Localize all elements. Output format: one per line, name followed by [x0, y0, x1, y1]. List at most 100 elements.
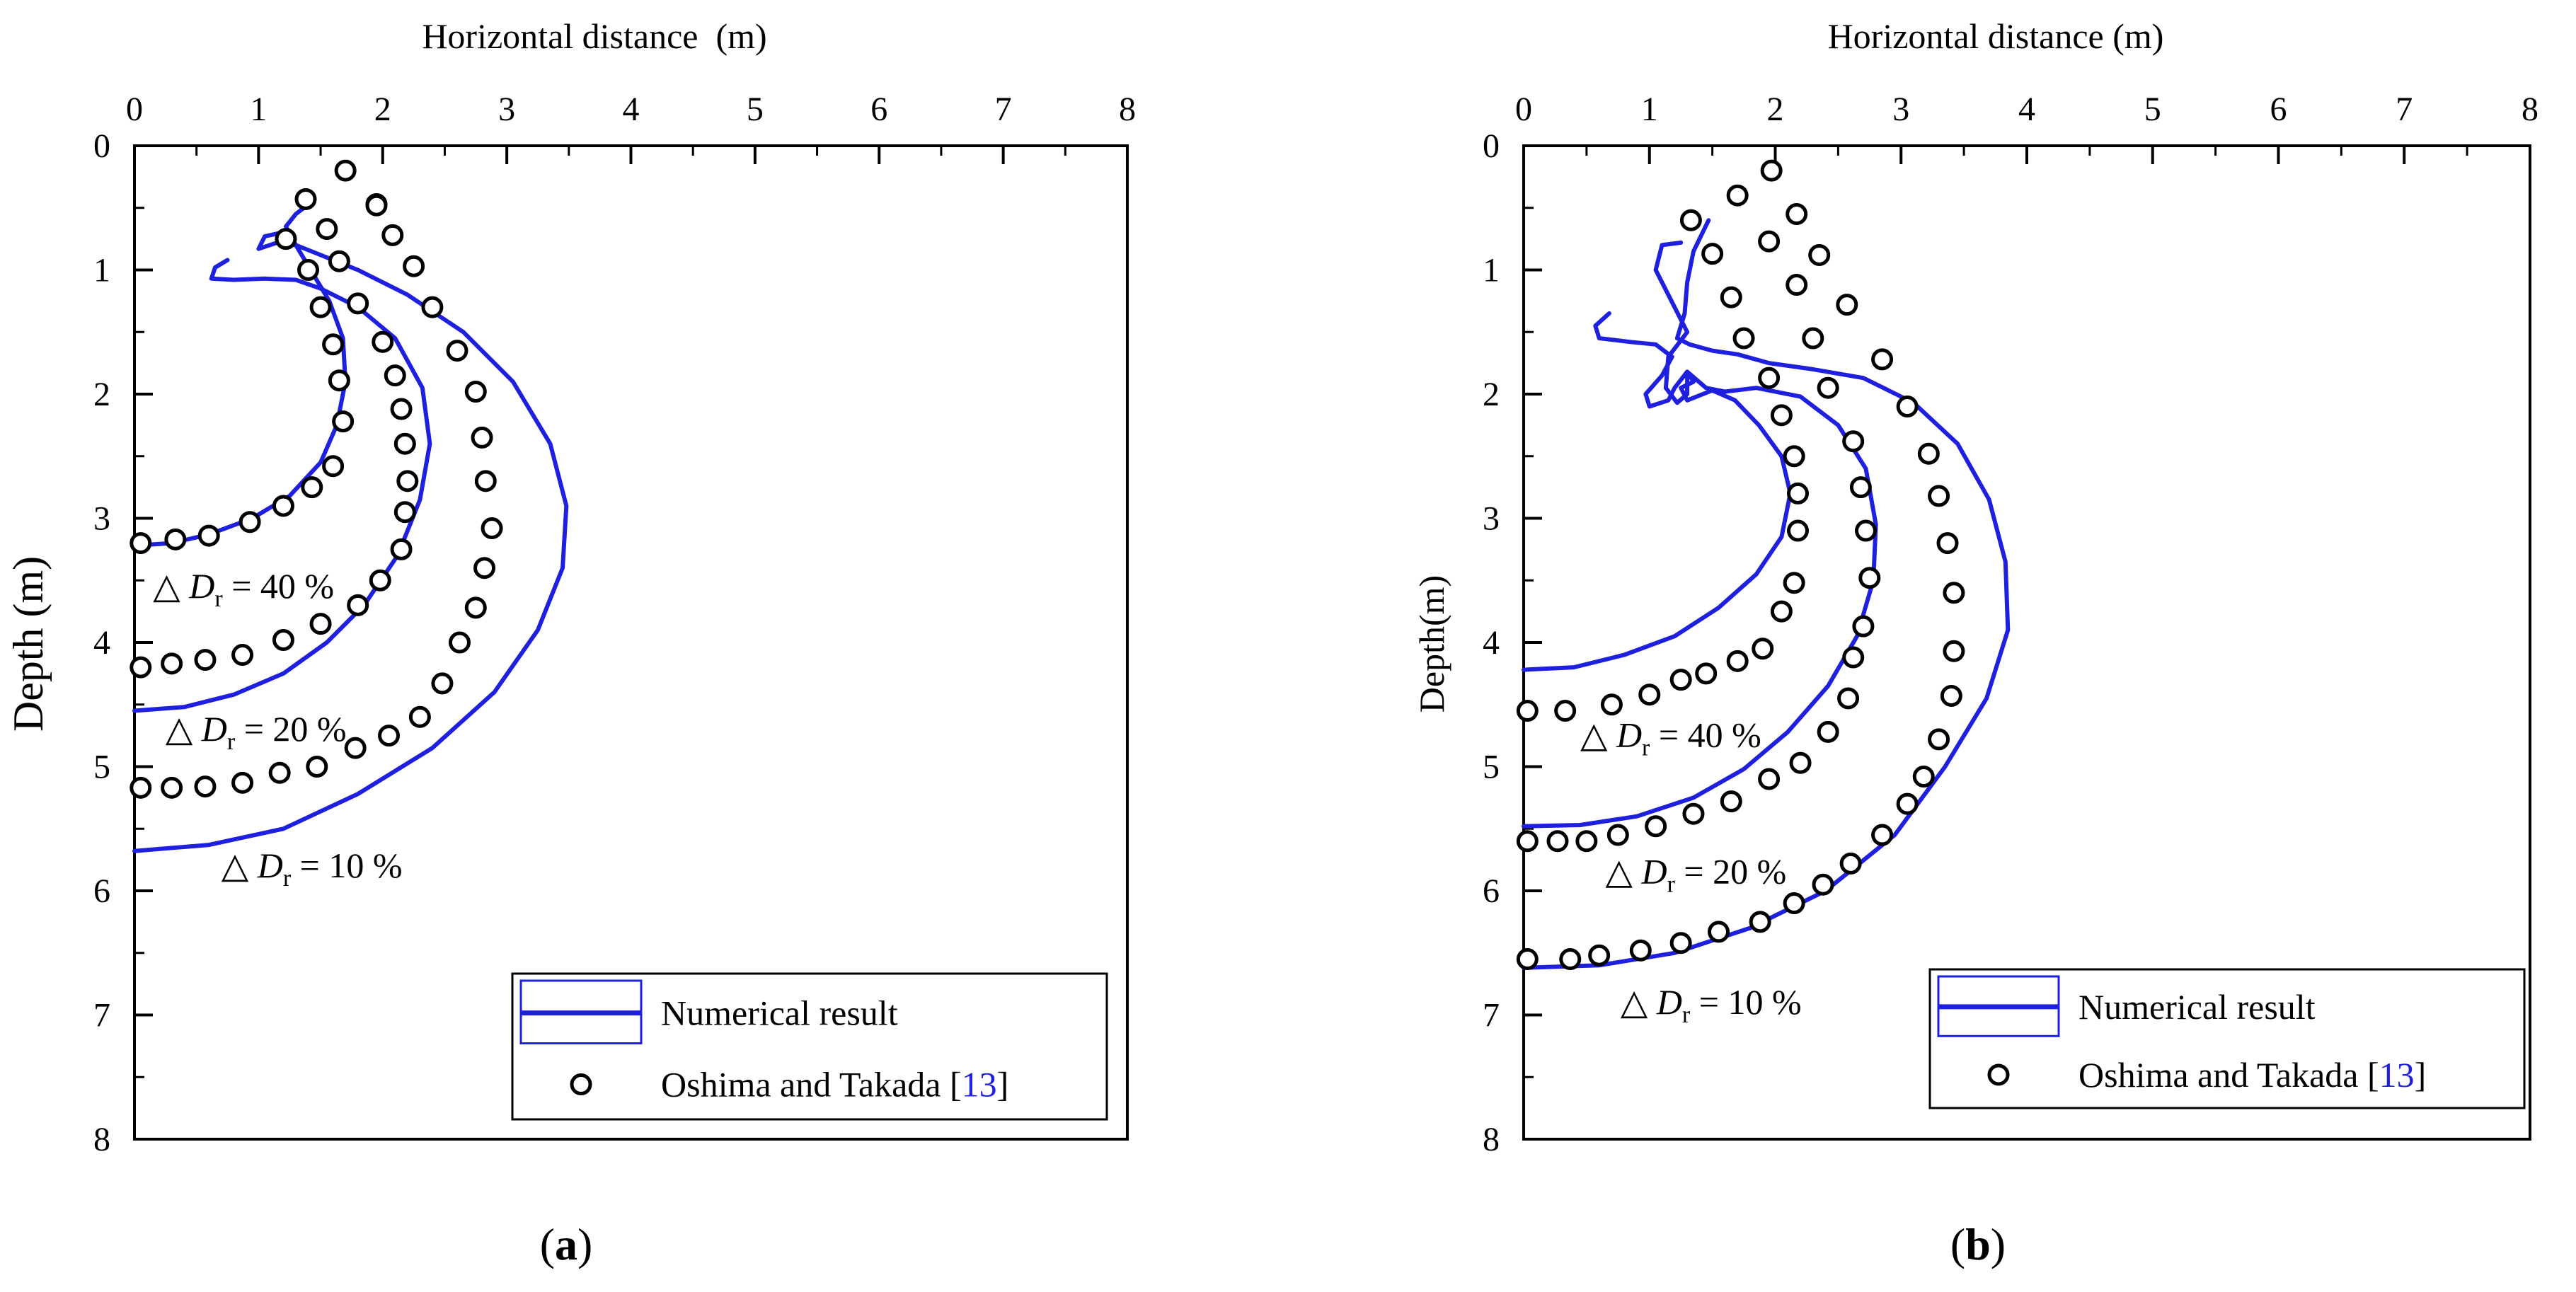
oshima-takada-point: [328, 369, 350, 392]
oshima-takada-point: [328, 250, 350, 272]
y-tick-label: 0: [1483, 127, 1500, 165]
x-tick-label: 4: [623, 91, 640, 128]
oshima-takada-point: [390, 538, 413, 560]
oshima-takada-point: [1852, 615, 1875, 638]
oshima-takada-point: [1928, 728, 1950, 751]
legend-box: [511, 972, 1108, 1121]
oshima-takada-point: [1516, 830, 1539, 853]
oshima-takada-point: [393, 501, 416, 524]
oshima-takada-point: [1758, 768, 1781, 790]
x-tick-label: 6: [870, 91, 887, 128]
annotation-prefix: △: [153, 566, 189, 606]
oshima-takada-point: [431, 672, 454, 695]
oshima-takada-point: [1854, 519, 1877, 542]
numerical-result-line: [132, 230, 569, 853]
annotation-symbol: D: [1640, 852, 1667, 892]
x-tick-label: 0: [1515, 91, 1532, 128]
oshima-takada-point: [1770, 404, 1793, 427]
delta-dr-annotation: △ Dr = 20 %: [166, 709, 347, 755]
oshima-takada-point: [1695, 662, 1718, 685]
oshima-takada-point: [130, 656, 152, 679]
x-tick-label: 8: [1119, 91, 1136, 128]
oshima-takada-point: [1896, 396, 1919, 418]
x-tick-label: 6: [2270, 91, 2287, 128]
oshima-takada-point: [1839, 852, 1862, 875]
oshima-takada-point: [1726, 650, 1749, 672]
oshima-takada-point: [322, 333, 345, 356]
x-axis-title: Horizontal distance (m): [422, 16, 766, 56]
oshima-takada-point: [1546, 830, 1569, 853]
oshima-takada-point: [1802, 327, 1824, 350]
annotation-value: = 20 %: [1675, 852, 1786, 892]
oshima-takada-point: [1936, 532, 1959, 555]
oshima-takada-point: [344, 737, 367, 759]
oshima-takada-point: [347, 594, 369, 616]
annotation-subscript: r: [283, 865, 292, 892]
delta-dr-annotation: △ Dr = 20 %: [1606, 852, 1787, 898]
oshima-takada-point: [1679, 209, 1702, 231]
numerical-result-line: [132, 258, 432, 713]
oshima-takada-point: [1669, 932, 1692, 954]
oshima-takada-point: [1786, 274, 1808, 296]
oshima-takada-point: [316, 218, 338, 241]
x-tick-label: 1: [250, 91, 267, 128]
oshima-takada-point: [1752, 638, 1774, 660]
x-tick-label: 8: [2522, 91, 2538, 128]
y-tick-label: 2: [93, 376, 110, 413]
annotation-value: = 10 %: [291, 846, 402, 885]
oshima-takada-point: [332, 410, 355, 433]
oshima-takada-point: [1849, 476, 1872, 499]
oshima-takada-point: [1554, 700, 1577, 722]
oshima-takada-point: [1808, 243, 1831, 266]
oshima-takada-point: [1871, 824, 1894, 846]
annotation-subscript: r: [227, 729, 236, 755]
oshima-takada-point: [396, 470, 419, 492]
x-tick-label: 2: [1767, 91, 1784, 128]
panel-caption-letter: b: [1965, 1219, 1991, 1269]
oshima-takada-point: [347, 292, 369, 315]
oshima-takada-point: [448, 631, 471, 654]
oshima-takada-point: [275, 228, 297, 250]
annotation-prefix: △: [1621, 982, 1657, 1022]
oshima-takada-point: [473, 557, 496, 579]
annotation-value: = 20 %: [235, 709, 346, 749]
y-tick-label: 7: [93, 997, 110, 1034]
oshima-takada-point: [297, 259, 320, 281]
legend-box: [1928, 968, 2526, 1109]
oshima-takada-point: [403, 255, 425, 277]
x-tick-label: 4: [2018, 91, 2035, 128]
oshima-takada-point: [161, 776, 183, 799]
annotation-prefix: △: [1606, 852, 1642, 892]
y-tick-label: 5: [1483, 749, 1500, 786]
oshima-takada-point: [1606, 824, 1629, 846]
y-tick-label: 6: [93, 872, 110, 910]
oshima-takada-point: [464, 380, 487, 403]
x-tick-label: 7: [995, 91, 1012, 128]
numerical-result-line: [1522, 218, 2011, 970]
oshima-takada-point: [481, 517, 503, 540]
annotation-subscript: r: [214, 586, 223, 612]
oshima-takada-point: [161, 652, 183, 675]
legend-citation-link: 13: [2379, 1055, 2415, 1095]
oshima-takada-point: [378, 725, 401, 747]
legend: Numerical result Oshima and Takada [13]: [1928, 968, 2526, 1109]
oshima-takada-point: [1720, 790, 1742, 813]
oshima-takada-point: [1516, 948, 1539, 971]
oshima-takada-point: [1749, 911, 1771, 933]
annotation-symbol: D: [201, 709, 227, 749]
oshima-takada-point: [294, 188, 317, 210]
annotation-prefix: △: [166, 709, 202, 749]
x-tick-label: 7: [2396, 91, 2413, 128]
legend-label-numerical: Numerical result: [661, 993, 898, 1033]
oshima-takada-point: [130, 532, 152, 555]
delta-dr-annotation: △ Dr = 40 %: [1580, 715, 1761, 761]
oshima-takada-point: [164, 528, 187, 550]
panel-b: 0 1 2 3 4 5 6 7 8 0 1 2 3 4 5 6 7 8 Horizontal distance (m…: [1412, 16, 2538, 1269]
oshima-takada-point: [194, 775, 217, 798]
x-tick-label: 5: [2144, 91, 2161, 128]
delta-dr-annotation: △ Dr = 10 %: [222, 846, 403, 892]
annotation-symbol: D: [1656, 982, 1682, 1022]
x-tick-label: 5: [747, 91, 764, 128]
oshima-takada-point: [1575, 830, 1598, 853]
y-tick-label: 3: [1483, 500, 1500, 538]
